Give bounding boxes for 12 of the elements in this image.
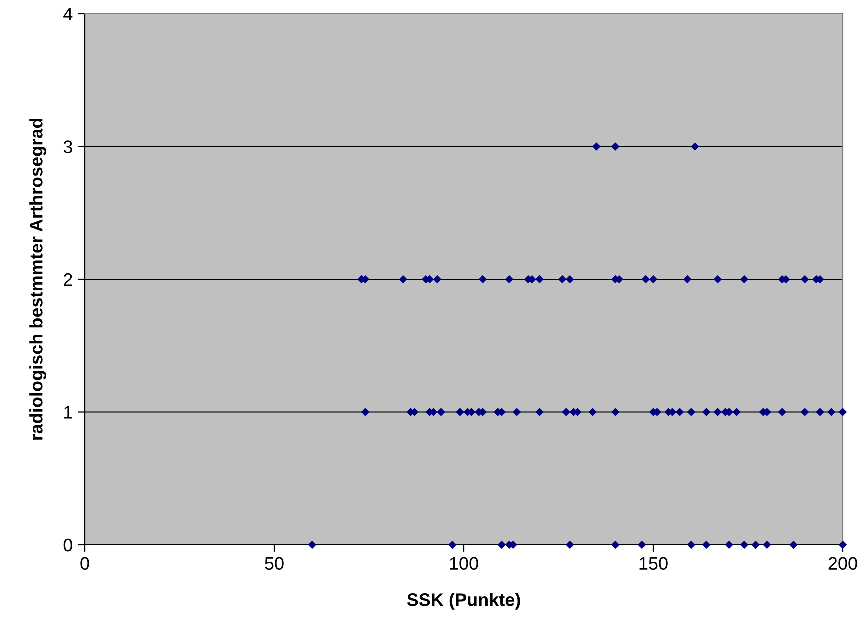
y-tick-label: 4 (64, 8, 73, 21)
y-tick-label: 0 (64, 538, 72, 552)
x-tick-label: 200 (828, 557, 858, 570)
y-tick-label: 1 (64, 406, 72, 419)
x-tick-label: 0 (80, 557, 90, 570)
y-tick-label: 2 (64, 273, 72, 286)
x-axis-title: SSK (Punkte) (407, 593, 520, 610)
x-tick-label: 100 (450, 557, 478, 570)
x-tick-label: 150 (640, 557, 668, 570)
x-tick-label: 50 (265, 557, 284, 570)
y-tick-label: 3 (64, 140, 72, 154)
y-axis-title: radiologisch bestmmter Arthrosegrad (30, 118, 46, 440)
